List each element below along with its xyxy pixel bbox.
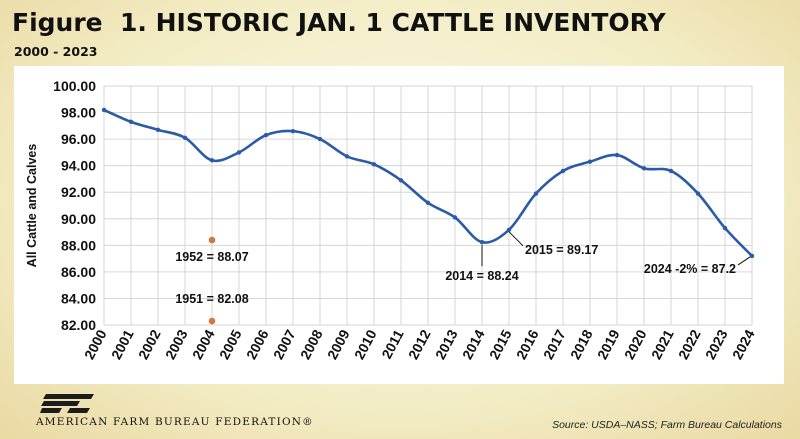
annotation-leader: [508, 231, 524, 247]
x-tick-label: 2017: [540, 327, 569, 362]
data-point: [479, 239, 485, 245]
data-point: [344, 154, 350, 159]
data-point: [722, 225, 728, 231]
x-tick-label: 2018: [567, 327, 596, 362]
x-tick-label: 2010: [351, 327, 380, 362]
data-point: [749, 253, 755, 259]
chart-title: Figure 1. HISTORIC JAN. 1 CATTLE INVENTO…: [12, 8, 666, 37]
y-tick-label: 100.00: [53, 78, 96, 94]
data-point: [128, 119, 134, 125]
x-tick-label: 2021: [648, 327, 677, 362]
x-tick-label: 2014: [459, 327, 488, 362]
x-tick-label: 2001: [108, 327, 137, 362]
y-tick-label: 86.00: [61, 264, 96, 280]
x-tick-label: 2024: [729, 327, 758, 362]
x-tick-label: 2003: [162, 327, 191, 362]
x-tick-label: 2022: [675, 327, 704, 362]
data-point: [398, 178, 404, 183]
data-point: [560, 168, 566, 174]
x-tick-label: 2012: [405, 327, 434, 362]
x-tick-label: 2019: [594, 327, 623, 362]
y-tick-label: 82.00: [61, 317, 96, 333]
x-tick-label: 2005: [216, 327, 245, 362]
afbf-logo-icon: [40, 394, 94, 413]
source-note: Source: USDA–NASS; Farm Bureau Calculati…: [552, 419, 782, 431]
data-point: [614, 152, 620, 158]
y-axis-label: All Cattle and Calves: [25, 144, 39, 268]
x-tick-label: 2011: [378, 327, 406, 362]
data-point: [155, 127, 161, 133]
y-tick-label: 92.00: [61, 184, 96, 200]
data-point: [371, 162, 377, 167]
x-tick-label: 2006: [243, 327, 272, 362]
data-point: [236, 150, 242, 155]
data-point: [209, 158, 215, 163]
y-tick-label: 94.00: [61, 158, 96, 174]
chart-panel: 82.00 84.00 86.00 88.00 90.00 92.00 94.00 96.00…: [14, 66, 784, 384]
data-point: [182, 135, 188, 140]
reference-point: [208, 317, 216, 325]
x-tick-label: 2015: [486, 327, 515, 362]
reference-point: [208, 236, 216, 244]
data-point: [506, 227, 512, 232]
data-point: [695, 191, 701, 196]
brand-name: AMERICAN FARM BUREAU FEDERATION®: [36, 416, 314, 428]
data-point: [452, 215, 458, 220]
x-tick-label: 2004: [189, 327, 218, 362]
data-point: [587, 159, 593, 164]
line-chart: 82.00 84.00 86.00 88.00 90.00 92.00 94.00 96.00…: [25, 78, 758, 362]
y-tick-label: 84.00: [61, 290, 96, 306]
x-tick-label: 2023: [702, 327, 731, 362]
x-tick-label: 2016: [513, 327, 542, 362]
chart-subtitle: 2000 - 2023: [14, 44, 98, 59]
y-tick-label: 90.00: [61, 211, 96, 227]
data-point: [425, 200, 431, 206]
x-tick-label: 2009: [324, 327, 353, 362]
x-tick-label: 2002: [135, 327, 164, 362]
reference-label: 1952 = 88.07: [175, 250, 248, 264]
x-tick-label: 2013: [432, 327, 461, 362]
data-point: [317, 136, 323, 142]
data-point: [641, 166, 647, 171]
annotation-label: 2015 = 89.17: [525, 243, 598, 257]
annotation-label: 2014 = 88.24: [445, 269, 518, 283]
data-point: [290, 128, 296, 134]
x-tick-label: 2007: [270, 327, 299, 362]
data-point: [668, 168, 674, 174]
data-point: [533, 191, 539, 196]
annotation-leader: [737, 256, 751, 266]
annotation-label: 2024 -2% = 87.2: [644, 262, 736, 276]
y-tick-label: 88.00: [61, 237, 96, 253]
data-point: [263, 132, 269, 138]
data-point: [101, 107, 107, 113]
y-tick-label: 98.00: [61, 105, 96, 121]
reference-label: 1951 = 82.08: [175, 292, 248, 306]
y-tick-label: 96.00: [61, 131, 96, 147]
x-tick-label: 2020: [621, 327, 650, 362]
x-tick-label: 2008: [297, 327, 326, 362]
